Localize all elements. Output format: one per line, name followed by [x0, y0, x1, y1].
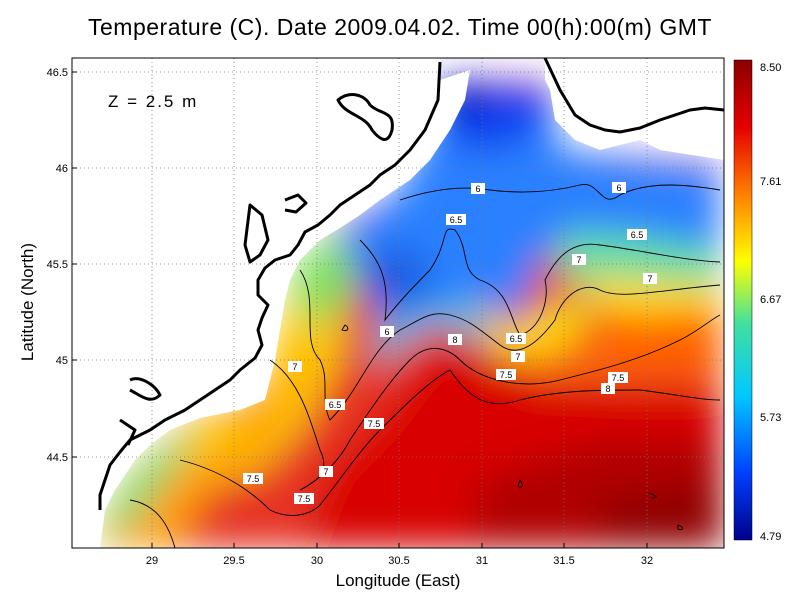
svg-text:7.5: 7.5 [500, 370, 513, 380]
contour-label: 8 [448, 334, 462, 345]
contour-label: 7.5 [608, 372, 628, 383]
svg-text:7.5: 7.5 [298, 494, 311, 504]
svg-text:8: 8 [452, 335, 457, 345]
y-tick-label: 46 [56, 163, 68, 175]
x-tick-label: 32 [641, 555, 653, 567]
y-tick-label: 44.5 [47, 452, 68, 464]
colorbar-label: 7.61 [760, 176, 781, 188]
y-tick-label: 45 [56, 355, 68, 367]
svg-text:8: 8 [605, 384, 610, 394]
coastline [98, 57, 725, 510]
svg-text:7: 7 [292, 362, 297, 372]
contour-label: 7 [319, 466, 333, 477]
svg-text:6: 6 [616, 183, 621, 193]
contour-label: 6.5 [446, 214, 466, 225]
colorbar-labels: 8.50 7.61 6.67 5.73 4.79 [760, 62, 781, 543]
temperature-field [72, 58, 724, 548]
contour-label: 7.5 [364, 418, 384, 429]
svg-text:6: 6 [475, 184, 480, 194]
colorbar-label: 4.79 [760, 531, 781, 543]
contour-label: 7.5 [294, 493, 314, 504]
plot-frame [71, 57, 725, 549]
x-tick-label: 31 [476, 555, 488, 567]
svg-text:6: 6 [384, 327, 389, 337]
svg-text:6.5: 6.5 [450, 215, 463, 225]
contour-label: 6 [471, 183, 485, 194]
contour-lines [129, 184, 721, 548]
svg-text:7: 7 [515, 352, 520, 362]
colorbar-label: 6.67 [760, 294, 781, 306]
colorbar-label: 8.50 [760, 62, 781, 74]
svg-text:7: 7 [647, 274, 652, 284]
svg-text:6.5: 6.5 [631, 230, 644, 240]
y-tick-label: 45.5 [47, 259, 68, 271]
contour-label: 7.5 [243, 473, 263, 484]
contour-label: 7 [643, 273, 657, 284]
svg-text:6.5: 6.5 [329, 400, 342, 410]
contour-label: 7 [511, 351, 525, 362]
contour-label: 7.5 [496, 369, 516, 380]
contour-label: 6 [380, 326, 394, 337]
chart-title: Temperature (C). Date 2009.04.02. Time 0… [88, 14, 712, 40]
x-tick-labels: 29 29.5 30 30.5 31 31.5 32 [146, 555, 653, 567]
contour-label: 7 [572, 254, 586, 265]
contour-label: 6 [612, 182, 626, 193]
svg-text:6.5: 6.5 [510, 334, 523, 344]
contour-label: 7 [288, 361, 302, 372]
contour-label: 6.5 [506, 333, 526, 344]
x-tick-label: 30 [311, 555, 323, 567]
x-tick-label: 30.5 [388, 555, 409, 567]
tick-marks [72, 71, 648, 548]
y-axis-label: Latitude (North) [18, 243, 37, 361]
svg-text:7: 7 [576, 255, 581, 265]
svg-text:7.5: 7.5 [247, 474, 260, 484]
x-tick-label: 29 [146, 555, 158, 567]
contour-label: 8 [601, 383, 615, 394]
svg-text:7.5: 7.5 [368, 419, 381, 429]
svg-text:7: 7 [323, 467, 328, 477]
colorbar [733, 59, 753, 541]
colorbar-label: 5.73 [760, 412, 781, 424]
contour-label: 6.5 [627, 229, 647, 240]
y-tick-labels: 44.5 45 45.5 46 46.5 [47, 67, 68, 464]
depth-label: Z = 2.5 m [108, 92, 198, 111]
x-tick-label: 31.5 [553, 555, 574, 567]
y-tick-label: 46.5 [47, 67, 68, 79]
x-tick-label: 29.5 [223, 555, 244, 567]
contour-label: 6.5 [325, 399, 345, 410]
contour-labels: 6 6 6 8 8 6.5 6.5 6.5 6.5 7 7 7 7 7 7.5 … [243, 182, 657, 504]
svg-text:7.5: 7.5 [612, 373, 625, 383]
x-axis-label: Longitude (East) [336, 571, 461, 590]
